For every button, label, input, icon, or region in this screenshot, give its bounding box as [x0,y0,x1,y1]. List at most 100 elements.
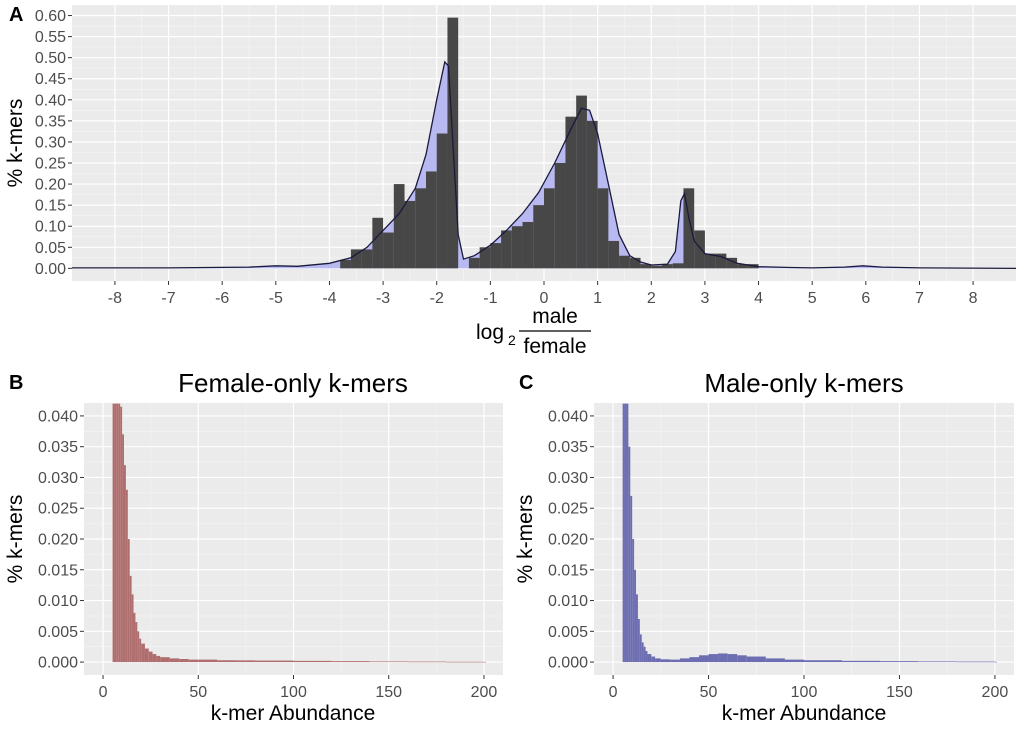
panel-c-histogram-bar [655,658,661,663]
panel-c-y-tick-label: 0.020 [548,532,588,549]
panel-a-histogram-bar [479,247,491,269]
panel-a-y-tick-label: 0.55 [35,29,66,46]
panel-b-x-tick-label: 150 [375,684,402,701]
panel-b-y-tick-label: 0.035 [38,439,78,456]
panel-c-histogram-bar [689,657,699,663]
panel-a-histogram-bar [522,222,534,269]
panel-b-histogram-bar [123,465,126,663]
panel-a-histogram-bar [393,184,405,269]
panel-c-y-axis-title: % k-mers [514,495,537,584]
panel-a-histogram-bar [586,120,598,269]
panel-b-histogram-bar [152,654,157,663]
panel-c-histogram-bar [624,403,627,663]
panel-a-histogram-bar [361,249,373,269]
panel-c-histogram-bar [626,403,629,663]
panel-b-letter: B [9,372,23,394]
panel-b-y-tick-label: 0.015 [38,562,78,579]
panel-a-x-tick-label: -6 [215,290,229,307]
panel-b-histogram-bar [407,661,446,663]
panel-a-y-tick-label: 0.60 [35,8,66,25]
panel-c-histogram-bar [628,446,631,663]
panel-a-x-tick-label: -3 [376,290,390,307]
panel-a-histogram-bar [683,188,695,269]
panel-a-histogram-bar [576,95,587,269]
panel-a-histogram-bar [501,230,512,269]
panel-b-histogram-bar [122,434,124,663]
panel-c-title: Male-only k-mers [704,368,903,398]
panel-a-y-tick-label: 0.05 [35,240,66,257]
panel-b-histogram-bar [148,651,153,663]
panel-c-histogram-bar [647,654,652,663]
panel-c-histogram-bar [804,660,843,663]
panel-a-histogram-bar [372,217,384,269]
panel-c-histogram-bar [641,642,644,663]
panel-c-histogram-bar [699,655,709,663]
panel-a-axes: -8 -7 -6 -5 -4 -3 -2 -1 0 1 2 3 4 5 6 7 8 0.00 0.05 0.10 0.1… [35,8,978,307]
panel-a-histogram-bar [608,240,620,269]
panel-a-histogram-bar [490,243,502,269]
panel-b-histogram-bar [188,659,199,663]
panel-a-histogram-bar [694,230,705,269]
panel-c-histogram-bar [994,661,997,663]
panel-b-histogram-bar [137,631,140,663]
panel-c-histogram-bar [660,659,671,663]
panel-c-histogram-bar [956,661,995,663]
panel-c-histogram-bar [632,539,635,663]
panel-a-histogram-bar [619,255,630,269]
panel-c-histogram-bar [637,619,640,663]
panel-a-x-tick-label: 8 [969,290,978,307]
panel-c-histogram-bar [708,654,719,663]
panel-c-x-tick-label: 150 [886,684,913,701]
panel-a-histogram-bar [554,163,566,269]
panel-a-x-tick-label: -5 [269,290,283,307]
panel-a-y-tick-label: 0.10 [35,219,66,236]
panel-b-histogram-bar [255,660,294,663]
panel-a-histogram-bar [350,249,362,269]
panel-b-y-tick-label: 0.000 [38,655,78,672]
panel-a-histogram-bar [629,257,641,269]
panel-c-y-tick-label: 0.010 [548,593,588,610]
panel-a-x-tick-label: -8 [108,290,122,307]
panel-b-axes: 0 50 100 150 200 0.000 0.005 0.010 0.015 0.020 0.0… [38,408,497,701]
panel-a-density-curve [72,60,1017,270]
panel-a-histogram-bar [544,188,555,269]
panel-b-histogram-bar [129,575,132,663]
panel-b-histogram-bar [135,622,138,663]
panel-c-histogram-bar [636,594,638,663]
panel-c-histogram-bar [645,651,648,663]
panel-a-y-axis-title: % k-mers [4,99,27,188]
panel-b-y-tick-label: 0.040 [38,408,78,425]
panel-c-histogram-bar [670,659,680,663]
panel-b-histogram-bar [160,657,170,663]
panel-a-x-axis-log-text: log [476,321,504,344]
panel-a-histogram-bar [651,265,662,269]
panel-a-x-axis-numerator: male [532,305,578,328]
panel-a-y-tick-label: 0.50 [35,50,66,67]
panel-c-histogram-bar [765,658,785,663]
panel-a-histogram-bar [340,259,351,269]
panel-a-x-tick-label: 6 [861,290,870,307]
panel-b-histogram-bar [331,661,370,663]
panel-b-y-tick-label: 0.005 [38,624,78,641]
panel-c-histogram-bar [643,646,646,663]
panel-c-x-tick-label: 200 [982,684,1009,701]
panel-c-axes: 0 50 100 150 200 0.000 0.005 0.010 0.015 0.020 0.0… [548,408,1008,701]
panel-b-y-tick-label: 0.025 [38,501,78,518]
panel-a-y-tick-label: 0.25 [35,156,66,173]
panel-b-title: Female-only k-mers [178,368,408,398]
panel-b-histogram-bar [112,403,115,663]
panel-b-histogram-bar [236,660,256,663]
panel-a-histogram-bar [383,232,394,269]
panel-a-y-tick-label: 0.35 [35,113,66,130]
panel-a-x-tick-label: 0 [540,290,549,307]
panel-b-histogram-bar [127,539,130,663]
panel-b-histogram-bar [369,661,408,663]
panel-a-x-tick-label: 7 [915,290,924,307]
panel-c-histogram-bar [784,659,804,663]
panel-c-x-axis-title: k-mer Abundance [722,702,887,725]
panel-b-histogram-bar [293,660,332,663]
panel-c-histogram-bar [718,653,728,663]
panel-a-x-tick-label: 5 [808,290,817,307]
panel-a-x-tick-label: -4 [322,290,336,307]
panel-a-y-tick-label: 0.20 [35,177,66,194]
